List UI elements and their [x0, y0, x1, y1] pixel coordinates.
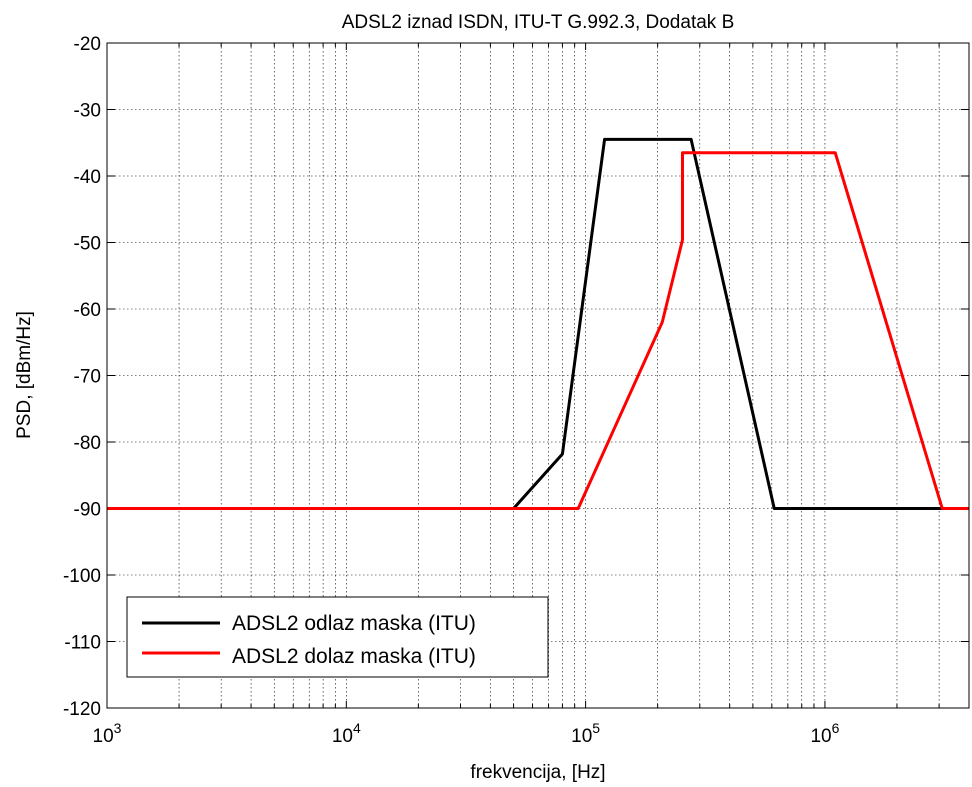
- x-tick-label: 104: [332, 720, 361, 747]
- series-layer: [107, 137, 969, 510]
- x-axis-label: frekvencija, [Hz]: [470, 762, 605, 783]
- y-tick-label: -70: [74, 367, 101, 388]
- y-axis-label: PSD, [dBm/Hz]: [14, 311, 35, 439]
- chart-title: ADSL2 iznad ISDN, ITU-T G.992.3, Dodatak…: [342, 12, 735, 33]
- y-tick-label: -80: [74, 433, 101, 454]
- plot-frame: [106, 42, 970, 709]
- legend-label-odlaz: ADSL2 odlaz maska (ITU): [232, 612, 476, 635]
- x-tick-label: 106: [810, 720, 839, 747]
- legend: ADSL2 odlaz maska (ITU) ADSL2 dolaz mask…: [126, 596, 549, 678]
- x-tick-labels: 103 104 105 106: [93, 720, 840, 747]
- x-tick-label: 105: [571, 720, 600, 747]
- legend-label-dolaz: ADSL2 dolaz maska (ITU): [232, 645, 476, 668]
- y-tick-label: -100: [63, 566, 101, 587]
- x-tick-label: 103: [93, 720, 122, 747]
- y-tick-label: -120: [63, 699, 101, 720]
- y-tick-label: -30: [74, 101, 101, 122]
- series-line-dolaz: [107, 151, 969, 510]
- y-tick-label: -20: [74, 34, 101, 55]
- y-tick-label: -40: [74, 167, 101, 188]
- y-tick-labels: -20 -30 -40 -50 -60 -70 -80 -90 -100 -110 -120: [63, 34, 101, 720]
- legend-box: [126, 596, 549, 678]
- y-tick-label: -90: [74, 500, 101, 521]
- y-tick-label: -50: [74, 234, 101, 255]
- y-tick-label: -60: [74, 300, 101, 321]
- y-tick-label: -110: [64, 633, 101, 654]
